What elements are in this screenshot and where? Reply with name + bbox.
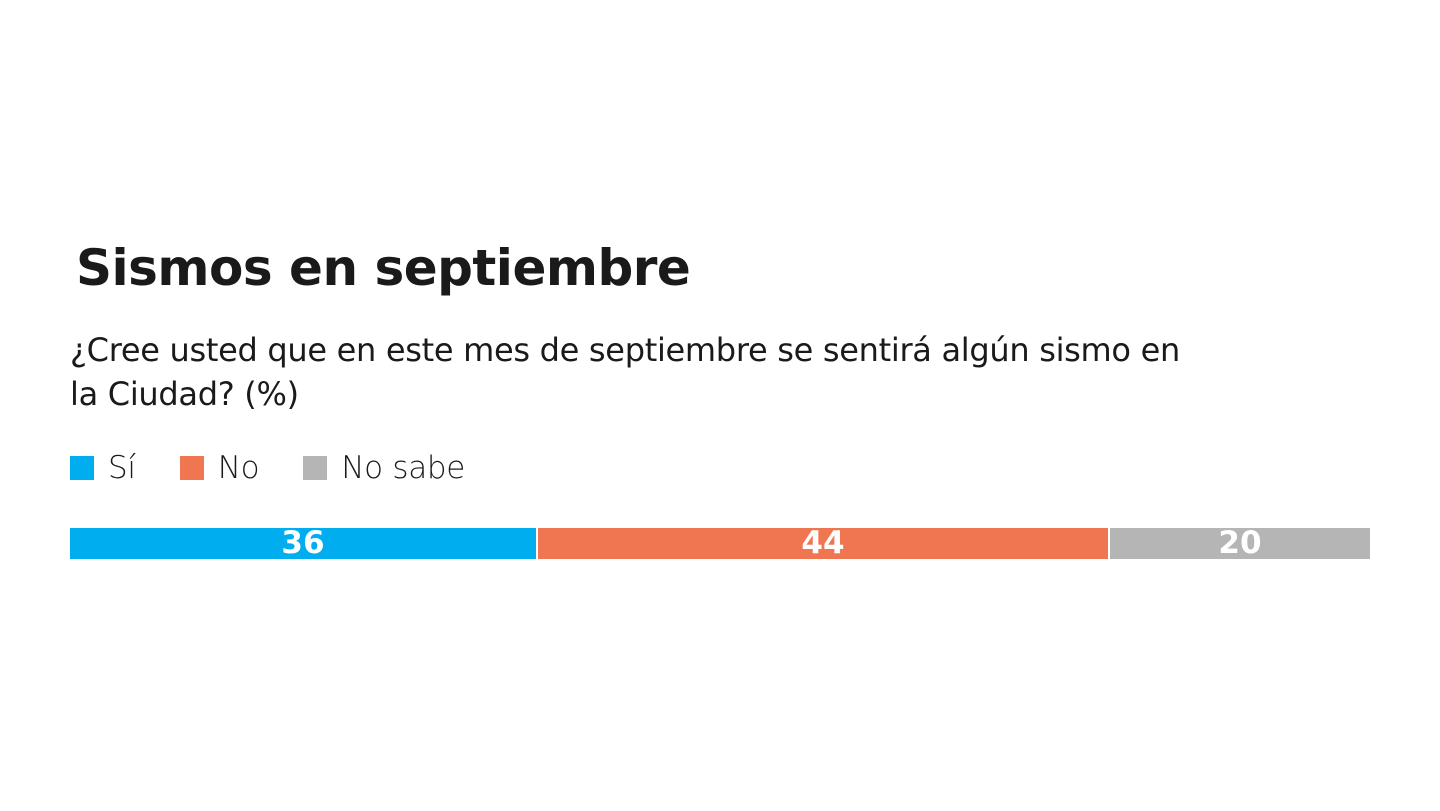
data-label-si: 36 (281, 525, 324, 561)
legend-item-si: Sí (70, 450, 136, 486)
chart-title: Sismos en septiembre (76, 239, 691, 297)
legend-label-no: No (217, 450, 260, 486)
bar-segment-si (70, 528, 536, 559)
legend-item-no: No (179, 450, 260, 486)
bar-segment-no-sabe (1110, 528, 1370, 559)
legend-item-no-sabe: No sabe (303, 450, 465, 486)
bar-segment-no (538, 528, 1108, 559)
legend-swatch-si (70, 456, 94, 480)
legend-label-no-sabe: No sabe (341, 450, 466, 486)
data-label-no-sabe: 20 (1218, 525, 1261, 561)
legend-label-si: Sí (108, 450, 136, 486)
data-label-no: 44 (801, 525, 844, 561)
legend: Sí No No sabe (70, 446, 509, 490)
chart-subtitle: ¿Cree usted que en este mes de septiembr… (70, 331, 1180, 413)
legend-swatch-no (179, 456, 204, 480)
legend-swatch-no-sabe (303, 456, 328, 480)
